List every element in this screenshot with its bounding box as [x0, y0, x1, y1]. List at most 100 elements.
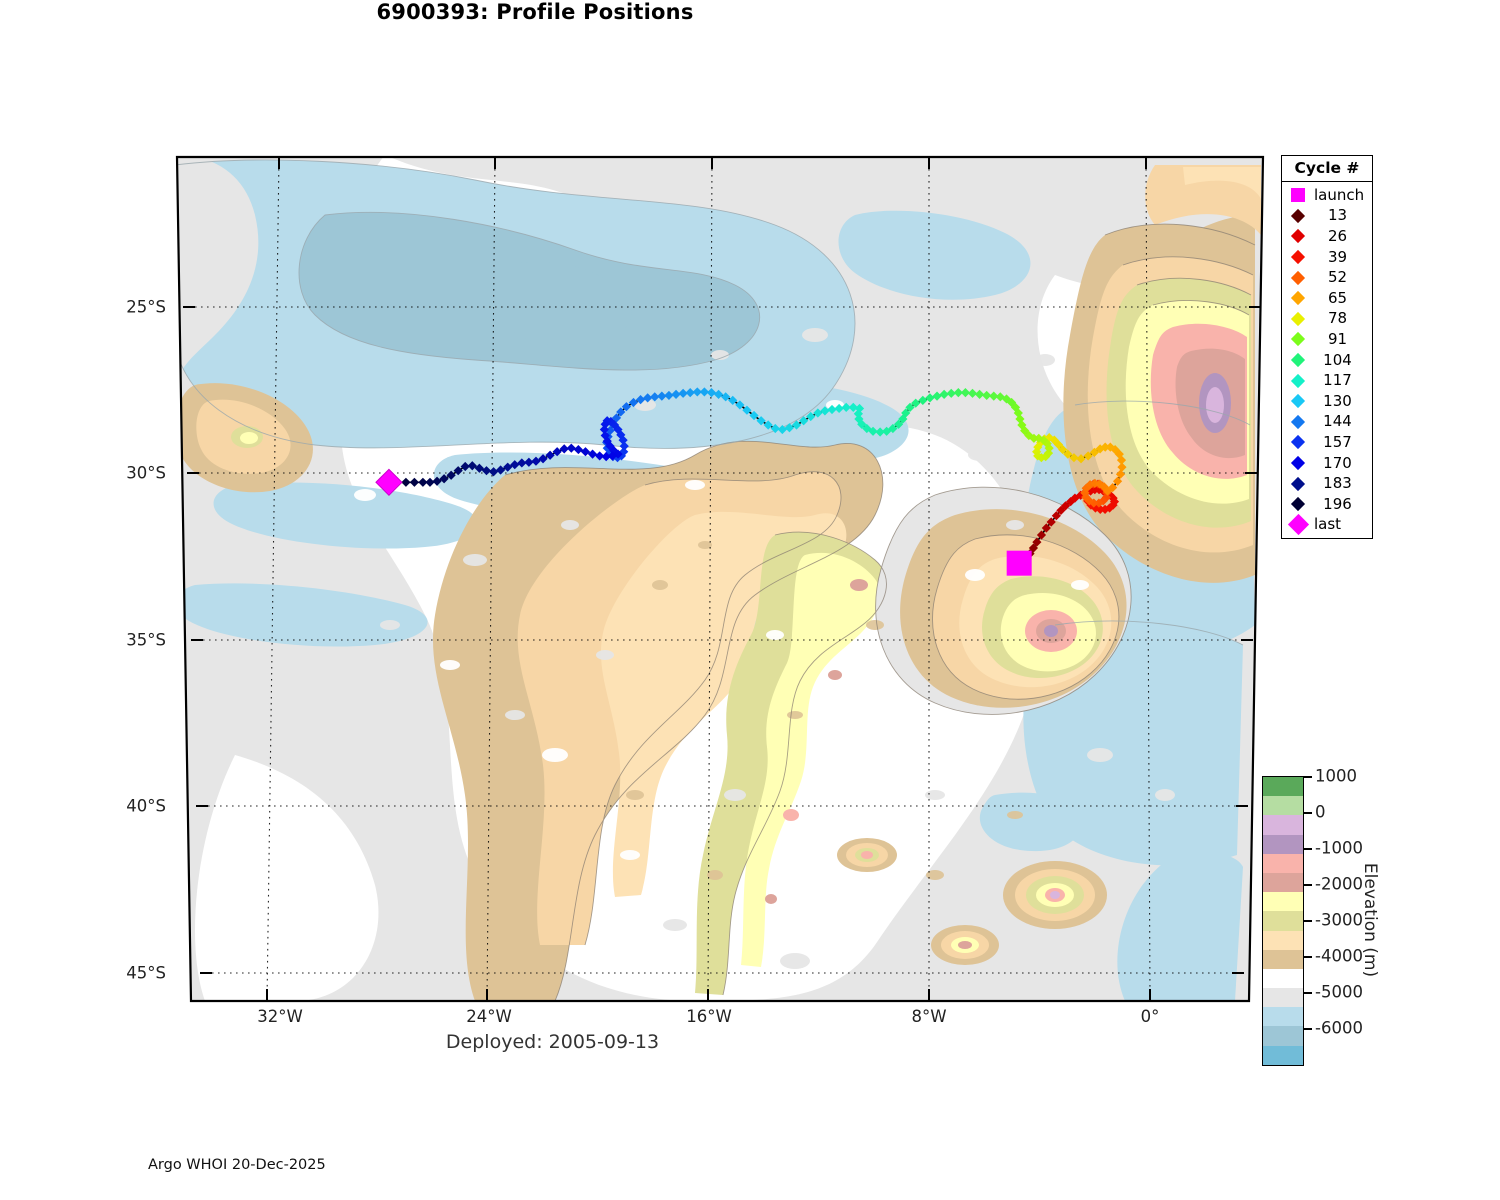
track-point: [418, 477, 428, 487]
track-point: [1046, 517, 1056, 527]
track-point: [573, 444, 583, 455]
colorbar-band-3: [1263, 834, 1303, 854]
legend-item-65[interactable]: 65: [1282, 288, 1372, 309]
track-point: [453, 466, 463, 476]
colorbar-tick-3: [1303, 884, 1312, 886]
track-point: [763, 420, 773, 430]
track-point: [1076, 454, 1086, 464]
legend-swatch-144-icon: [1287, 414, 1309, 429]
track-point: [601, 452, 611, 462]
colorbar-tick-label-6: -5000: [1315, 982, 1363, 1002]
track-point: [848, 402, 858, 412]
track-point: [460, 461, 470, 472]
legend-swatch-52-icon: [1287, 270, 1309, 285]
track-point: [613, 424, 623, 435]
track-point: [580, 447, 591, 457]
colorbar-tick-label-5: -4000: [1315, 946, 1363, 966]
track-point: [1033, 442, 1043, 452]
colorbar-band-9: [1263, 949, 1303, 969]
legend-item-launch[interactable]: launch: [1282, 185, 1372, 206]
legend-item-13[interactable]: 13: [1282, 206, 1372, 227]
track-point: [587, 449, 598, 459]
legend-swatch-26-icon: [1287, 229, 1309, 244]
track-point: [439, 474, 449, 484]
track-point: [1036, 453, 1046, 463]
track-point: [721, 392, 731, 402]
lon-tick-label-32W: 32°W: [257, 1007, 303, 1026]
track-point: [1112, 476, 1123, 486]
track-point: [446, 470, 456, 480]
legend-item-130[interactable]: 130: [1282, 391, 1372, 412]
page-title: 6900393: Profile Positions: [376, 0, 694, 24]
bathymetry-layer: [177, 157, 1263, 1001]
legend-item-196[interactable]: 196: [1282, 494, 1372, 515]
legend-label-78: 78: [1327, 309, 1348, 328]
legend-swatch-183-icon: [1287, 476, 1309, 491]
track-point: [841, 402, 851, 412]
track-point: [1041, 523, 1051, 533]
legend-label-39: 39: [1327, 247, 1348, 266]
track-point: [713, 389, 724, 399]
legend-swatch-157-icon: [1287, 435, 1309, 450]
track-point: [671, 389, 681, 399]
legend-rows: launch 13 26 39 52 65 78 91 104 117 130 144 157 170 18…: [1282, 182, 1372, 538]
track-point: [605, 425, 615, 436]
track-point: [888, 423, 898, 434]
legend-item-117[interactable]: 117: [1282, 370, 1372, 391]
colorbar-title: Elevation (m): [1360, 862, 1380, 978]
track-point: [854, 414, 864, 424]
legend-label-91: 91: [1327, 329, 1348, 348]
axis-ticks: [183, 157, 1261, 1001]
track-point: [1032, 537, 1042, 547]
colorbar-band-2: [1263, 815, 1303, 835]
track-point: [600, 430, 610, 441]
colorbar-tick-label-7: -6000: [1315, 1018, 1363, 1038]
track-point: [853, 409, 863, 419]
colorbar-band-6: [1263, 892, 1303, 912]
track-point: [742, 405, 752, 415]
track-point: [1029, 433, 1039, 443]
colorbar-tick-1: [1303, 812, 1312, 814]
legend-label-170: 170: [1323, 453, 1352, 472]
colorbar-band-8: [1263, 930, 1303, 950]
legend-item-104[interactable]: 104: [1282, 350, 1372, 371]
legend-item-26[interactable]: 26: [1282, 226, 1372, 247]
track-point: [635, 395, 646, 405]
lat-tick-label-30S: 30°S: [126, 463, 166, 483]
legend-item-144[interactable]: 144: [1282, 412, 1372, 433]
legend-label-13: 13: [1327, 206, 1348, 225]
legend-item-last[interactable]: last: [1282, 514, 1372, 536]
legend-label-104: 104: [1323, 350, 1352, 369]
legend-item-78[interactable]: 78: [1282, 309, 1372, 330]
track-point: [784, 423, 795, 433]
track-point: [432, 476, 442, 486]
legend-item-52[interactable]: 52: [1282, 267, 1372, 288]
track-point: [1001, 394, 1012, 404]
legend-item-183[interactable]: 183: [1282, 473, 1372, 494]
track-point: [1095, 444, 1105, 454]
legend-item-170[interactable]: 170: [1282, 453, 1372, 474]
track-point: [643, 393, 653, 403]
track-point: [607, 451, 617, 461]
legend-item-91[interactable]: 91: [1282, 329, 1372, 350]
colorbar-tick-2: [1303, 848, 1312, 850]
lat-tick-label-35S: 35°S: [126, 630, 166, 650]
legend-swatch-launch-icon: [1287, 188, 1309, 203]
legend-label-196: 196: [1323, 494, 1352, 513]
track-point: [616, 451, 627, 461]
track-point: [918, 395, 928, 405]
legend-item-157[interactable]: 157: [1282, 432, 1372, 453]
track-point: [1094, 498, 1104, 508]
track-point: [1066, 497, 1076, 507]
track-point: [1100, 442, 1110, 452]
colorbar-band-12: [1263, 1007, 1303, 1027]
lat-tick-label-40S: 40°S: [126, 796, 166, 816]
track-point: [619, 441, 629, 451]
track-point: [1108, 482, 1118, 493]
legend-label-launch: launch: [1314, 185, 1365, 204]
colorbar-tick-5: [1303, 956, 1312, 958]
track-point: [510, 460, 520, 470]
legend-item-39[interactable]: 39: [1282, 247, 1372, 268]
legend-swatch-130-icon: [1287, 394, 1309, 409]
track-point: [1051, 511, 1061, 521]
